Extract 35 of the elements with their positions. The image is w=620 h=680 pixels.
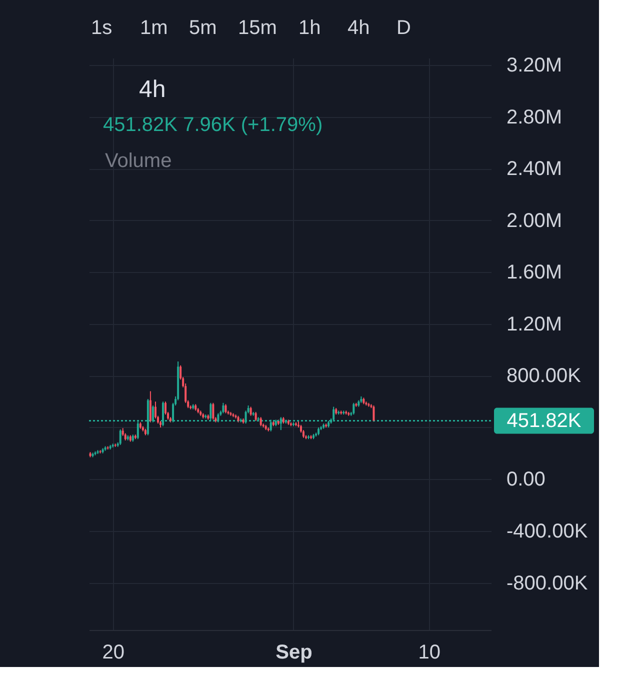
text: 15m [238, 17, 277, 39]
text: 4h [348, 17, 370, 39]
y-tick-label: 2.80M [506, 106, 562, 128]
y-tick-label: 2.00M [506, 210, 562, 232]
annotation: Volume [105, 150, 172, 172]
y-tick-label: 3.20M [506, 54, 562, 77]
text: D [396, 17, 411, 39]
text: 4h [139, 76, 166, 103]
ref-line-label: 451.82K [506, 410, 582, 432]
text: 5m [189, 17, 217, 39]
text: 1m [140, 17, 168, 39]
candlestick [260, 416, 262, 427]
x-tick-label: Sep [276, 642, 312, 664]
candlestick [372, 404, 375, 422]
candlestick [149, 390, 152, 423]
x-tick-label: 20 [102, 642, 124, 664]
y-tick-label: 800.00K [506, 365, 582, 388]
y-tick-label: -400.00K [506, 520, 588, 542]
y-tick-label: 1.60M [506, 262, 562, 284]
text: 1h [298, 17, 321, 39]
candlestick [119, 428, 122, 446]
y-tick-label: 2.40M [506, 158, 562, 180]
x-tick-label: 10 [418, 642, 441, 664]
candlestick [250, 406, 252, 416]
y-tick-label: -800.00K [506, 572, 588, 594]
y-tick-label: 1.20M [506, 313, 562, 336]
annotation: 451.82K 7.96K (+1.79%) [103, 114, 323, 136]
y-tick-label: 0.00 [506, 468, 546, 491]
candlestick [164, 401, 167, 416]
candlestick [352, 402, 355, 416]
text: 1s [91, 17, 112, 39]
candlestick [254, 411, 257, 422]
candlestick [224, 404, 227, 414]
candlestick [222, 402, 224, 414]
candlestick [212, 402, 214, 420]
